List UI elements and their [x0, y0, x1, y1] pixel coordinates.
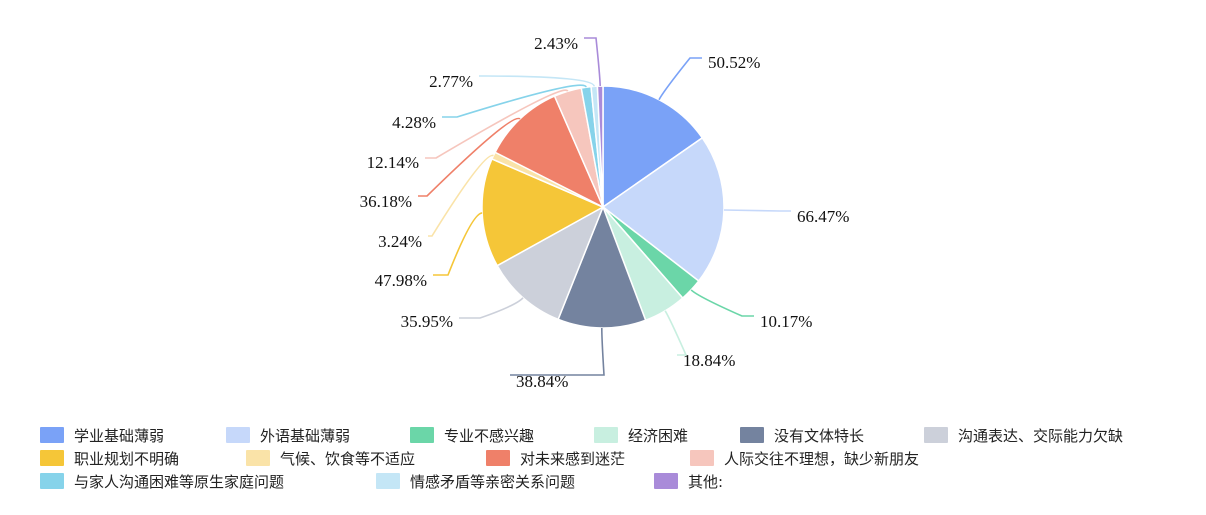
pie-slice-7: [481, 158, 605, 267]
legend-swatch: [40, 450, 64, 466]
legend-label: 其他:: [688, 472, 724, 491]
legend-item[interactable]: 经济困难: [594, 424, 688, 446]
legend-label: 经济困难: [628, 426, 689, 445]
leader-line-12: [479, 75, 596, 87]
legend-item[interactable]: 与家人沟通困难等原生家庭问题: [40, 470, 284, 492]
pie-slice-2: [601, 136, 725, 283]
leader-line-3: [690, 289, 754, 317]
legend-label: 与家人沟通困难等原生家庭问题: [74, 472, 285, 491]
data-label-1: 50.52%: [708, 53, 760, 72]
legend-swatch: [226, 427, 250, 443]
leader-line-2: [723, 209, 791, 212]
data-label-5: 38.84%: [516, 372, 568, 391]
legend-swatch: [594, 427, 618, 443]
legend-item[interactable]: 气候、饮食等不适应: [246, 447, 415, 469]
leader-line-1: [658, 57, 702, 101]
legend-item[interactable]: 学业基础薄弱: [40, 424, 164, 446]
legend-swatch: [690, 450, 714, 466]
data-label-12: 2.77%: [429, 72, 473, 91]
data-label-3: 10.17%: [760, 312, 812, 331]
data-label-9: 36.18%: [360, 192, 412, 211]
leader-line-13: [584, 37, 601, 87]
leader-line-10: [425, 89, 569, 159]
legend-item[interactable]: 对未来感到迷茫: [486, 447, 625, 469]
legend-label: 学业基础薄弱: [74, 426, 165, 445]
data-label-4: 18.84%: [683, 351, 735, 370]
legend-label: 外语基础薄弱: [260, 426, 351, 445]
legend-swatch: [40, 427, 64, 443]
leader-line-7: [433, 212, 483, 276]
legend-swatch: [486, 450, 510, 466]
legend-item[interactable]: 人际交往不理想，缺少新朋友: [690, 447, 919, 469]
legend-swatch: [924, 427, 948, 443]
legend-swatch: [40, 473, 64, 489]
legend-label: 对未来感到迷茫: [520, 449, 626, 468]
legend-label: 沟通表达、交际能力欠缺: [958, 426, 1124, 445]
data-label-8: 3.24%: [378, 232, 422, 251]
legend-swatch: [246, 450, 270, 466]
legend-label: 情感矛盾等亲密关系问题: [410, 472, 576, 491]
data-label-11: 4.28%: [392, 113, 436, 132]
legend-swatch: [376, 473, 400, 489]
legend-swatch: [740, 427, 764, 443]
legend-item[interactable]: 没有文体特长: [740, 424, 864, 446]
legend-item[interactable]: 外语基础薄弱: [226, 424, 350, 446]
legend-item[interactable]: 职业规划不明确: [40, 447, 179, 469]
legend-label: 专业不感兴趣: [444, 426, 535, 445]
leader-line-6: [459, 297, 524, 319]
leader-line-8: [428, 154, 494, 237]
leader-line-4: [664, 310, 688, 356]
legend-label: 人际交往不理想，缺少新朋友: [724, 449, 920, 468]
legend-item[interactable]: 其他:: [654, 470, 723, 492]
legend-label: 没有文体特长: [774, 426, 865, 445]
legend-label: 职业规划不明确: [74, 449, 180, 468]
pie-chart: 50.52% 66.47% 10.17% 18.84% 38.84% 35.95% 47.9…: [360, 34, 850, 391]
legend-swatch: [410, 427, 434, 443]
pie-slice-1: [602, 85, 704, 209]
data-label-10: 12.14%: [367, 153, 419, 172]
leader-line-11: [442, 84, 587, 118]
legend-swatch: [654, 473, 678, 489]
leader-line-5: [510, 327, 605, 376]
legend-label: 气候、饮食等不适应: [280, 449, 416, 468]
leader-line-9: [418, 117, 521, 197]
data-label-6: 35.95%: [401, 312, 453, 331]
data-label-7: 47.98%: [375, 271, 427, 290]
legend-item[interactable]: 专业不感兴趣: [410, 424, 534, 446]
legend-item[interactable]: 情感矛盾等亲密关系问题: [376, 470, 575, 492]
data-label-13: 2.43%: [534, 34, 578, 53]
data-label-2: 66.47%: [797, 207, 849, 226]
legend-item[interactable]: 沟通表达、交际能力欠缺: [924, 424, 1123, 446]
